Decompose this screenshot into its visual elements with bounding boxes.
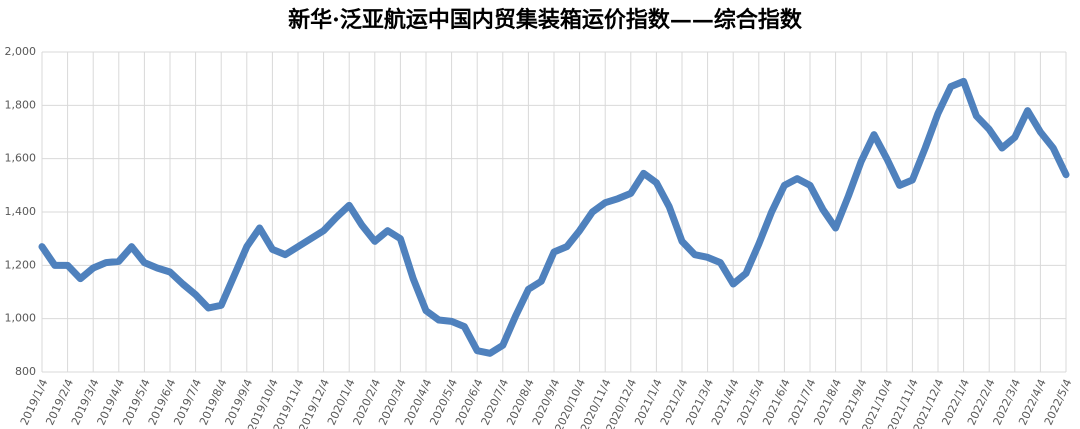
y-tick-label: 1,000 — [5, 312, 37, 325]
line-series — [38, 77, 1070, 357]
chart-title: 新华·泛亚航运中国内贸集装箱运价指数——综合指数 — [288, 7, 803, 33]
y-tick-label: 1,600 — [5, 152, 37, 165]
y-tick-label: 1,400 — [5, 205, 37, 218]
y-tick-label: 1,800 — [5, 98, 37, 111]
y-tick-label: 800 — [15, 365, 36, 378]
y-tick-label: 1,200 — [5, 258, 37, 271]
y-tick-label: 2,000 — [5, 45, 37, 58]
